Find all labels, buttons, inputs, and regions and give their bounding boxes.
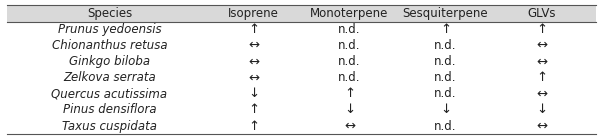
Text: n.d.: n.d.: [434, 120, 457, 132]
Text: Quercus acutissima: Quercus acutissima: [51, 87, 168, 100]
Text: ↓: ↓: [248, 87, 259, 100]
Text: n.d.: n.d.: [434, 71, 457, 84]
Text: ↓: ↓: [344, 103, 355, 116]
Text: ↑: ↑: [248, 23, 259, 36]
Text: n.d.: n.d.: [434, 55, 457, 68]
Text: ↔: ↔: [248, 55, 259, 68]
Text: ↔: ↔: [248, 39, 259, 52]
Text: ↔: ↔: [536, 87, 547, 100]
Text: Monoterpene: Monoterpene: [311, 7, 389, 20]
Text: ↔: ↔: [536, 120, 547, 132]
Text: n.d.: n.d.: [434, 39, 457, 52]
Text: n.d.: n.d.: [338, 39, 361, 52]
Text: ↑: ↑: [344, 87, 355, 100]
Text: ↓: ↓: [440, 103, 451, 116]
Text: Pinus densiflora: Pinus densiflora: [63, 103, 156, 116]
Text: n.d.: n.d.: [338, 71, 361, 84]
Text: Isoprene: Isoprene: [228, 7, 279, 20]
Text: Taxus cuspidata: Taxus cuspidata: [62, 120, 157, 132]
Text: ↔: ↔: [344, 120, 355, 132]
Text: n.d.: n.d.: [338, 55, 361, 68]
Text: n.d.: n.d.: [338, 23, 361, 36]
Text: Chionanthus retusa: Chionanthus retusa: [52, 39, 167, 52]
Text: ↑: ↑: [440, 23, 451, 36]
Text: GLVs: GLVs: [528, 7, 556, 20]
Text: ↔: ↔: [248, 71, 259, 84]
Text: ↑: ↑: [248, 120, 259, 132]
Text: ↔: ↔: [536, 55, 547, 68]
Bar: [7, 5, 596, 22]
Text: Sesquiterpene: Sesquiterpene: [403, 7, 488, 20]
Text: Prunus yedoensis: Prunus yedoensis: [58, 23, 161, 36]
Text: ↑: ↑: [536, 71, 547, 84]
Text: n.d.: n.d.: [434, 87, 457, 100]
Text: ↑: ↑: [536, 23, 547, 36]
Text: ↓: ↓: [536, 103, 547, 116]
Text: Ginkgo biloba: Ginkgo biloba: [69, 55, 150, 68]
Text: Species: Species: [87, 7, 132, 20]
Text: Zelkova serrata: Zelkova serrata: [63, 71, 156, 84]
Text: ↔: ↔: [536, 39, 547, 52]
Text: ↑: ↑: [248, 103, 259, 116]
